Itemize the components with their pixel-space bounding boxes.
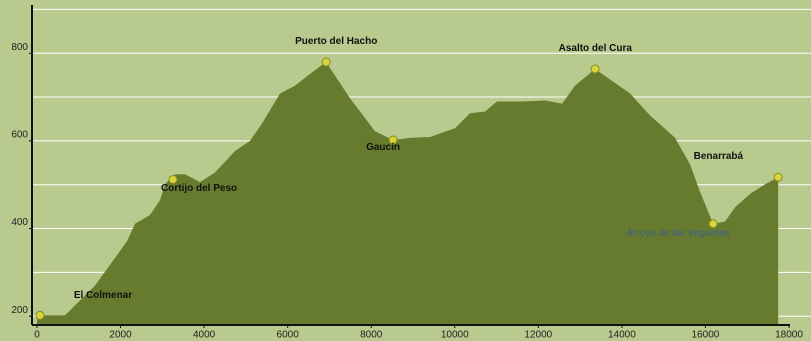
waypoint-label: Asalto del Cura [558,43,632,54]
elevation-area [37,61,779,326]
waypoint-dot [590,64,600,74]
x-tick-label: 12000 [524,330,552,341]
waypoint-label: El Colmenar [73,290,133,302]
waypoint-dot [708,219,718,229]
waypoint-label: Benarrabá [693,151,744,163]
y-tick-label: 800 [11,42,28,53]
waypoint-dot [35,310,45,320]
x-tick-label: 2000 [109,330,132,341]
x-tick-label: 16000 [692,330,720,341]
y-tick-label: 200 [11,305,28,316]
x-tick-label: 18000 [775,330,803,341]
waypoint-dot [168,174,178,184]
x-tick-label: 8000 [360,330,383,341]
waypoint-label: Cortijo del Peso [161,183,238,195]
waypoint-dot [321,57,331,67]
x-tick-label: 0 [34,330,40,341]
y-tick-label: 400 [11,217,28,228]
x-tick-label: 14000 [608,330,636,341]
waypoint-label: Puerto del Hacho [295,35,378,47]
y-tick-label: 600 [11,130,28,141]
waypoint-label: Gaucín [366,142,400,153]
x-tick-label: 10000 [441,330,469,341]
waypoint-label: Arroyo de las Veguetas [626,227,730,239]
waypoint-dot [388,135,398,145]
x-tick-label: 4000 [193,330,216,341]
x-tick-label: 6000 [277,330,300,341]
waypoint-dot [773,172,783,182]
